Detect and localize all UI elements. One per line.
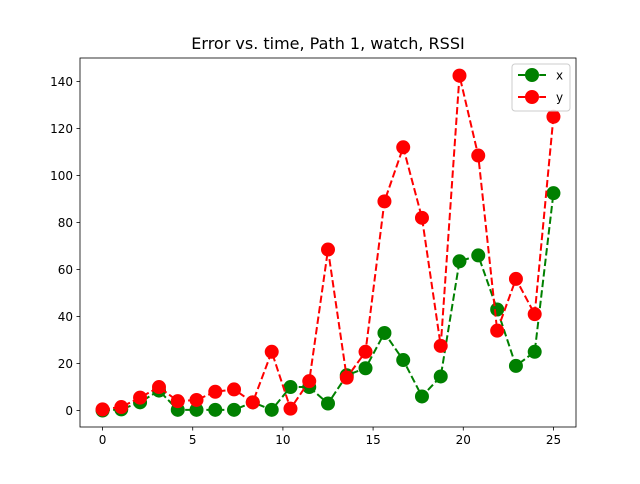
data-point-y-22: [508, 271, 523, 286]
data-point-y-19: [452, 68, 467, 83]
data-point-y-23: [527, 307, 542, 322]
x-tick-label: 20: [456, 433, 471, 447]
x-tick-label: 15: [365, 433, 380, 447]
x-tick-label: 10: [275, 433, 290, 447]
y-tick-label: 140: [50, 75, 73, 89]
legend-label-y: y: [556, 91, 563, 105]
data-point-x-17: [414, 389, 429, 404]
legend-label-x: x: [556, 69, 563, 83]
axes-frame: [79, 57, 577, 428]
x-tick-label: 25: [546, 433, 561, 447]
data-point-y-11: [302, 374, 317, 389]
data-point-y-14: [358, 344, 373, 359]
series-line-y: [102, 74, 555, 411]
data-point-y-12: [321, 242, 335, 257]
series-y: [95, 68, 561, 417]
y-tick-label: 100: [50, 169, 73, 183]
data-point-y-3: [152, 380, 166, 395]
data-point-y-8: [245, 395, 260, 410]
data-point-x-14: [358, 361, 373, 376]
data-point-y-2: [133, 390, 148, 405]
data-point-x-6: [208, 402, 223, 417]
data-point-x-10: [283, 380, 298, 395]
y-tick-label: 20: [58, 357, 73, 371]
axes: 0 5 10 15 20 25 0 20 40 60 80 100 120 140: [50, 57, 577, 447]
data-point-y-20: [471, 148, 486, 163]
data-point-y-5: [189, 392, 204, 407]
y-tick-label: 120: [50, 122, 73, 136]
legend-marker-x: [525, 68, 539, 82]
y-tick-label: 0: [65, 404, 73, 418]
y-tick-label: 60: [58, 263, 73, 277]
data-point-y-13: [339, 370, 354, 385]
legend: xy: [511, 63, 571, 112]
data-point-x-7: [227, 402, 242, 417]
data-point-y-16: [396, 140, 411, 155]
data-point-y-21: [490, 323, 505, 338]
y-tick-label: 80: [58, 216, 73, 230]
legend-marker-y: [525, 90, 539, 104]
series-x: [95, 186, 561, 418]
data-point-x-21: [490, 302, 505, 317]
data-point-x-20: [471, 248, 486, 263]
data-point-x-15: [377, 325, 392, 340]
chart-title: Error vs. time, Path 1, watch, RSSI: [191, 34, 464, 53]
x-tick-label: 0: [99, 433, 107, 447]
data-point-y-18: [433, 338, 448, 353]
data-point-x-18: [433, 369, 448, 384]
data-point-y-7: [227, 382, 242, 397]
data-point-y-6: [208, 384, 223, 399]
data-point-y-9: [264, 344, 279, 359]
data-point-y-24: [546, 109, 561, 124]
data-point-x-23: [527, 344, 542, 359]
data-point-y-17: [414, 210, 429, 225]
data-point-y-1: [114, 400, 129, 415]
data-point-y-10: [283, 401, 298, 416]
data-point-y-4: [170, 394, 185, 409]
x-tick-label: 5: [189, 433, 197, 447]
data-point-x-19: [452, 254, 467, 269]
data-point-x-24: [546, 186, 561, 201]
data-point-y-0: [95, 402, 110, 417]
y-tick-label: 40: [58, 310, 73, 324]
data-point-x-9: [264, 402, 279, 417]
data-point-x-16: [396, 353, 411, 368]
data-point-x-12: [321, 396, 335, 411]
data-point-y-15: [377, 194, 392, 209]
plot-area: [95, 68, 561, 418]
data-point-x-22: [508, 358, 523, 373]
